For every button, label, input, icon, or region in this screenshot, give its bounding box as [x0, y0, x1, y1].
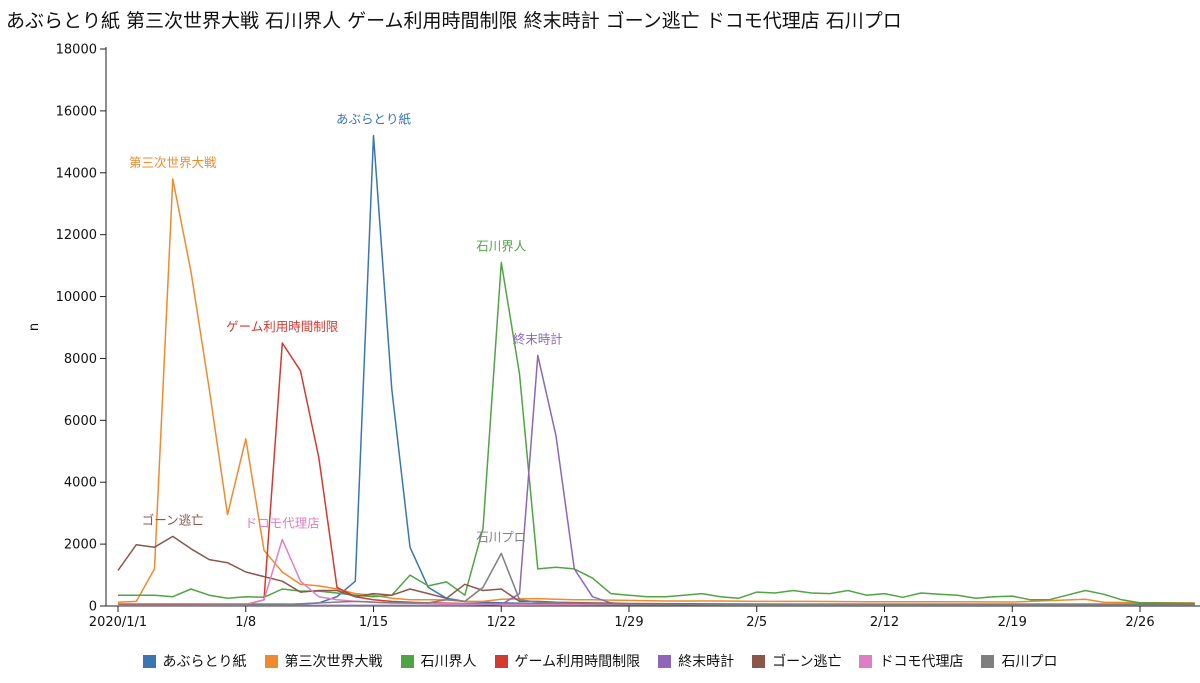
series-line [118, 552, 1195, 606]
legend-item: 第三次世界大戦 [264, 651, 383, 671]
legend-label: 終末時計 [678, 654, 735, 670]
legend-label: 石川界人 [420, 654, 477, 670]
series-annotation: 第三次世界大戦 [129, 155, 217, 170]
x-tick-label: 2/19 [998, 615, 1027, 630]
series-line [118, 342, 1195, 606]
x-tick-label: 1/22 [487, 615, 516, 630]
chart-title: あぶらとり紙 第三次世界大戦 石川界人 ゲーム利用時間制限 終末時計 ゴーン逃亡… [6, 10, 902, 32]
x-tick-label: 2/26 [1125, 615, 1154, 630]
y-tick-label: 0 [89, 600, 97, 615]
legend-item: ゴーン逃亡 [752, 651, 841, 671]
legend-label: ドコモ代理店 [879, 654, 964, 670]
x-tick-label: 1/29 [614, 615, 643, 630]
y-tick-label: 14000 [56, 166, 97, 181]
legend-swatch [859, 654, 873, 668]
series-annotation: 石川界人 [476, 239, 527, 254]
legend-label: ゴーン逃亡 [772, 654, 842, 670]
legend-swatch [142, 654, 156, 668]
y-tick-label: 10000 [56, 290, 97, 305]
legend-swatch [400, 654, 414, 668]
series-line [118, 538, 1195, 606]
series-annotation: ドコモ代理店 [245, 515, 320, 530]
x-tick-label: 1/8 [235, 615, 256, 630]
y-tick-label: 16000 [56, 104, 97, 119]
legend: あぶらとり紙 第三次世界大戦 石川界人 ゲーム利用時間制限 終末時計 ゴーン逃亡 ドコモ代理… [0, 651, 1200, 671]
x-tick-label: 2020/1/1 [89, 615, 147, 630]
x-tick-label: 2/5 [746, 615, 767, 630]
legend-label: ゲーム利用時間制限 [514, 654, 641, 670]
legend-swatch [658, 654, 672, 668]
y-tick-label: 4000 [64, 476, 97, 491]
y-axis-label: n [27, 323, 42, 331]
legend-swatch [264, 654, 278, 668]
series-annotation: あぶらとり紙 [336, 112, 412, 127]
x-tick-label: 2/12 [870, 615, 899, 630]
series-line [118, 134, 1195, 605]
legend-item: ドコモ代理店 [859, 651, 963, 671]
legend-item: 終末時計 [658, 651, 734, 671]
y-tick-label: 8000 [64, 352, 97, 367]
series-line [117, 178, 1195, 604]
series-line [118, 261, 1195, 605]
legend-swatch [981, 654, 995, 668]
y-tick-label: 2000 [64, 538, 97, 553]
legend-label: あぶらとり紙 [162, 654, 247, 670]
legend-swatch [752, 654, 766, 668]
legend-label: 石川プロ [1001, 654, 1058, 670]
x-tick-label: 1/15 [359, 615, 388, 630]
legend-item: 石川プロ [981, 651, 1057, 671]
y-tick-label: 18000 [56, 43, 97, 58]
legend-item: ゲーム利用時間制限 [494, 651, 641, 671]
y-tick-label: 12000 [56, 228, 97, 243]
y-tick-label: 6000 [64, 414, 97, 429]
legend-item: あぶらとり紙 [142, 651, 247, 671]
legend-item: 石川界人 [400, 651, 477, 671]
series-annotation: 石川プロ [476, 529, 526, 544]
series-annotation: ゲーム利用時間制限 [226, 319, 339, 334]
legend-swatch [494, 654, 508, 668]
series-annotation: 終末時計 [513, 331, 563, 346]
legend-label: 第三次世界大戦 [284, 654, 383, 670]
series-annotation: ゴーン逃亡 [142, 512, 204, 527]
